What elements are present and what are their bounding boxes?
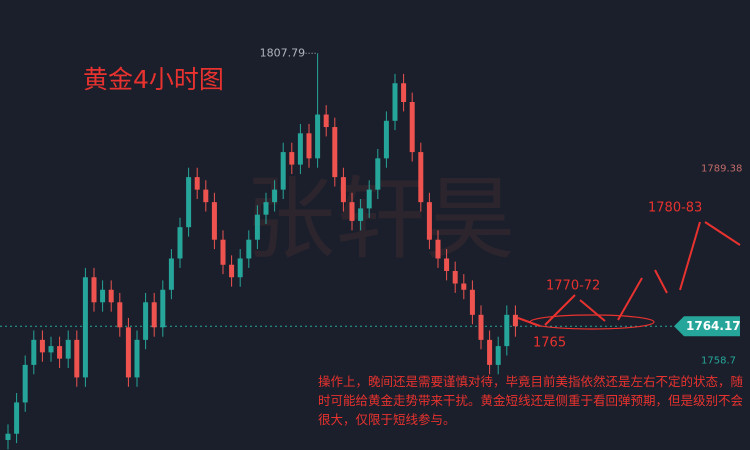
candle-body bbox=[323, 114, 329, 128]
price-badge-label: 1764.17 bbox=[686, 319, 741, 333]
candle-body bbox=[100, 289, 106, 303]
candle-body bbox=[263, 202, 269, 215]
arrow bbox=[579, 299, 606, 322]
candle-body bbox=[177, 227, 183, 259]
candle-body bbox=[487, 339, 493, 365]
candle-body bbox=[125, 327, 131, 378]
plot bbox=[0, 53, 680, 450]
annotation: 1780-83 bbox=[648, 201, 702, 216]
candle-body bbox=[65, 339, 71, 359]
candle-body bbox=[469, 289, 475, 315]
candle-body bbox=[117, 302, 123, 328]
chart-title: 黄金4小时图 bbox=[83, 65, 224, 94]
candle-body bbox=[426, 202, 432, 240]
candle-body bbox=[375, 158, 381, 190]
candle-body bbox=[280, 152, 286, 190]
arrow bbox=[617, 277, 643, 321]
candle-body bbox=[91, 277, 97, 303]
candle-body bbox=[289, 152, 295, 165]
candle-body bbox=[22, 364, 28, 403]
candle-body bbox=[246, 239, 252, 259]
candle-body bbox=[332, 127, 338, 178]
candle-body bbox=[14, 402, 20, 434]
candle-body bbox=[478, 314, 484, 340]
candle-body bbox=[160, 289, 166, 328]
candle-body bbox=[48, 346, 54, 353]
arrow bbox=[517, 317, 541, 327]
candle-body bbox=[340, 177, 346, 203]
arrows bbox=[517, 221, 741, 330]
candle-body bbox=[504, 314, 510, 347]
candle-body bbox=[31, 339, 37, 365]
candle-body bbox=[186, 177, 192, 228]
high-label: 1807.79 bbox=[260, 46, 306, 59]
candle-body bbox=[134, 339, 140, 378]
candle-body bbox=[383, 120, 389, 159]
arrow bbox=[654, 269, 668, 294]
candle-body bbox=[366, 189, 372, 209]
candle-body bbox=[254, 214, 260, 240]
candle-body bbox=[358, 208, 364, 221]
candle-body bbox=[272, 189, 278, 203]
candle-body bbox=[315, 114, 321, 159]
candle-body bbox=[229, 264, 235, 278]
candle-body bbox=[82, 277, 88, 378]
candle-body bbox=[203, 189, 209, 203]
candle-body bbox=[211, 202, 217, 240]
candle-body bbox=[495, 346, 501, 365]
candle-body bbox=[461, 283, 467, 290]
candle-body bbox=[39, 339, 45, 353]
candle-body bbox=[168, 258, 174, 290]
candle-body bbox=[194, 177, 200, 190]
candle-body bbox=[452, 271, 458, 284]
candle-body bbox=[297, 133, 303, 165]
candle-body bbox=[220, 239, 226, 265]
commentary: 操作上，晚间还是需要谨慎对待，毕竟目前美指依然还是左右不定的状态，随时可能给黄金… bbox=[318, 374, 744, 427]
candle-body bbox=[237, 258, 243, 278]
candle-body bbox=[108, 289, 114, 303]
candle-body bbox=[74, 339, 80, 378]
level-label: 1789.38 bbox=[701, 163, 742, 174]
candle-body bbox=[435, 239, 441, 259]
annotation: 1765 bbox=[533, 336, 566, 351]
candle-body bbox=[151, 302, 157, 328]
price-badge bbox=[674, 316, 740, 337]
arrow bbox=[679, 221, 701, 291]
arrow bbox=[544, 294, 576, 326]
candle-body bbox=[143, 302, 149, 340]
candle-body bbox=[418, 152, 424, 203]
candle-body bbox=[409, 102, 415, 153]
candle-body bbox=[392, 83, 398, 121]
candle-body bbox=[57, 346, 63, 359]
arrow bbox=[704, 221, 741, 246]
candle-body bbox=[306, 133, 312, 159]
candle-body bbox=[512, 314, 518, 327]
level-label: 1758.7 bbox=[701, 356, 736, 367]
candle-body bbox=[5, 433, 11, 440]
candle-body bbox=[444, 258, 450, 272]
annotation: 1770-72 bbox=[546, 279, 600, 294]
candle-body bbox=[349, 202, 355, 221]
candle-body bbox=[401, 83, 407, 103]
